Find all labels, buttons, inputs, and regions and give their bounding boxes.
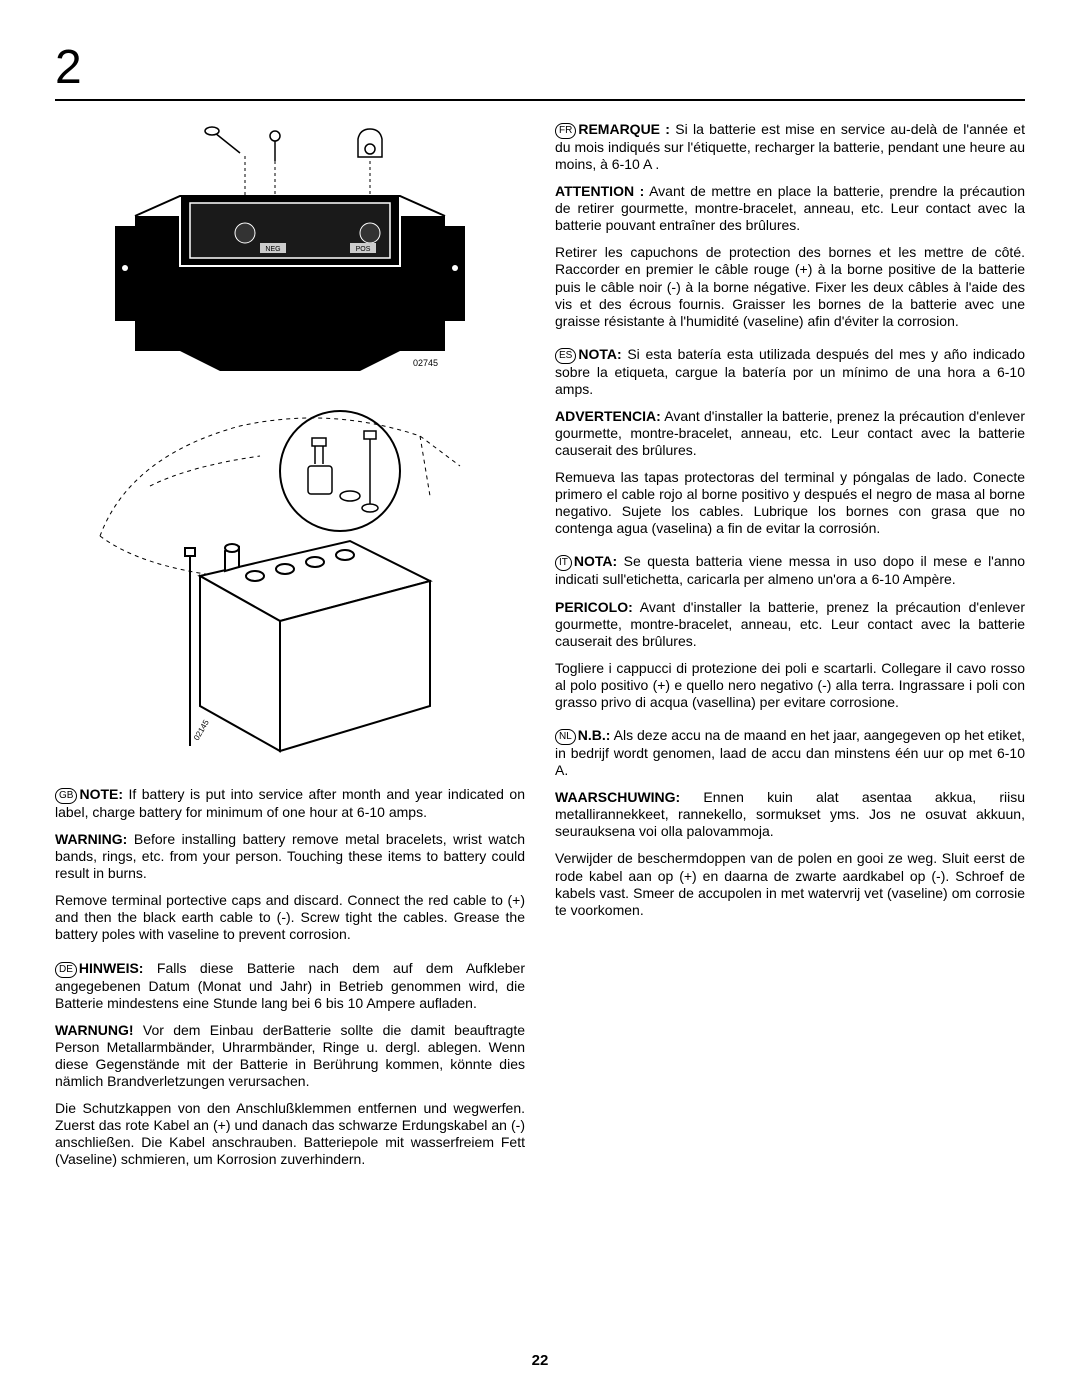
gb-p2: WARNING: Before installing battery remov… bbox=[55, 831, 525, 882]
nl-p1-bold: N.B.: bbox=[578, 727, 611, 743]
es-p3: Remueva las tapas protectoras del termin… bbox=[555, 469, 1025, 537]
es-p1: ESNOTA: Si esta batería esta utilizada d… bbox=[555, 346, 1025, 398]
es-p1-text: Si esta batería esta utilizada después d… bbox=[555, 346, 1025, 397]
lang-block-it: ITNOTA: Se questa batteria viene messa i… bbox=[555, 553, 1025, 711]
figure-label: 02745 bbox=[413, 358, 438, 368]
badge-de: DE bbox=[55, 962, 77, 978]
de-p1-bold: HINWEIS: bbox=[79, 960, 144, 976]
battery-iso-icon: 02145 bbox=[90, 396, 490, 776]
es-p2-bold: ADVERTENCIA: bbox=[555, 408, 661, 424]
fr-p1: FRREMARQUE : Si la batterie est mise en … bbox=[555, 121, 1025, 173]
page-number: 22 bbox=[0, 1352, 1080, 1369]
it-p1-bold: NOTA: bbox=[574, 553, 617, 569]
lang-block-es: ESNOTA: Si esta batería esta utilizada d… bbox=[555, 346, 1025, 538]
lang-block-fr: FRREMARQUE : Si la batterie est mise en … bbox=[555, 121, 1025, 330]
figure-battery-tray: NEG POS 02745 bbox=[55, 121, 525, 381]
badge-es: ES bbox=[555, 348, 576, 364]
badge-it: IT bbox=[555, 555, 572, 571]
lang-block-de: DEHINWEIS: Falls diese Batterie nach dem… bbox=[55, 960, 525, 1169]
es-p1-bold: NOTA: bbox=[578, 346, 621, 362]
it-p2-bold: PERICOLO: bbox=[555, 599, 633, 615]
fr-p1-bold: REMARQUE : bbox=[578, 121, 670, 137]
it-p1: ITNOTA: Se questa batteria viene messa i… bbox=[555, 553, 1025, 588]
chapter-number: 2 bbox=[55, 40, 1025, 95]
divider bbox=[55, 99, 1025, 101]
left-column: NEG POS 02745 bbox=[55, 121, 525, 1184]
gb-p1-text: If battery is put into service after mon… bbox=[55, 786, 525, 820]
figure2-label: 02145 bbox=[192, 718, 211, 742]
nl-p1: NLN.B.: Als deze accu na de maand en het… bbox=[555, 727, 1025, 779]
fr-p2: ATTENTION : Avant de mettre en place la … bbox=[555, 183, 1025, 234]
fr-p3: Retirer les capuchons de protection des … bbox=[555, 244, 1025, 329]
gb-p3: Remove terminal portective caps and disc… bbox=[55, 892, 525, 943]
content-columns: NEG POS 02745 bbox=[55, 121, 1025, 1184]
it-p3: Togliere i cappucci di protezione dei po… bbox=[555, 660, 1025, 711]
fr-p2-bold: ATTENTION : bbox=[555, 183, 644, 199]
nl-p3: Verwijder de beschermdoppen van de polen… bbox=[555, 850, 1025, 918]
battery-tray-icon: NEG POS 02745 bbox=[100, 121, 480, 381]
neg-label: NEG bbox=[265, 246, 280, 253]
badge-fr: FR bbox=[555, 123, 576, 139]
de-p1: DEHINWEIS: Falls diese Batterie nach dem… bbox=[55, 960, 525, 1012]
gb-p2-bold: WARNING: bbox=[55, 831, 127, 847]
nl-p2-bold: WAARSCHUWING: bbox=[555, 789, 680, 805]
es-p2: ADVERTENCIA: Avant d'installer la batter… bbox=[555, 408, 1025, 459]
right-column: FRREMARQUE : Si la batterie est mise en … bbox=[555, 121, 1025, 1184]
nl-p1-text: Als deze accu na de maand en het jaar, a… bbox=[555, 727, 1025, 778]
de-p2-bold: WARNUNG! bbox=[55, 1022, 134, 1038]
de-p2: WARNUNG! Vor dem Einbau derBatterie soll… bbox=[55, 1022, 525, 1090]
de-p3: Die Schutzkappen von den Anschlußklemmen… bbox=[55, 1100, 525, 1168]
nl-p2: WAARSCHUWING: Ennen kuin alat asentaa ak… bbox=[555, 789, 1025, 840]
lang-block-nl: NLN.B.: Als deze accu na de maand en het… bbox=[555, 727, 1025, 919]
it-p1-text: Se questa batteria viene messa in uso do… bbox=[555, 553, 1025, 587]
gb-p1-bold: NOTE: bbox=[79, 786, 123, 802]
figure-battery-iso: 02145 bbox=[55, 396, 525, 776]
pos-label: POS bbox=[356, 246, 371, 253]
badge-gb: GB bbox=[55, 788, 77, 804]
it-p2: PERICOLO: Avant d'installer la batterie,… bbox=[555, 599, 1025, 650]
badge-nl: NL bbox=[555, 729, 576, 745]
gb-p1: GBNOTE: If battery is put into service a… bbox=[55, 786, 525, 821]
lang-block-gb: GBNOTE: If battery is put into service a… bbox=[55, 786, 525, 944]
